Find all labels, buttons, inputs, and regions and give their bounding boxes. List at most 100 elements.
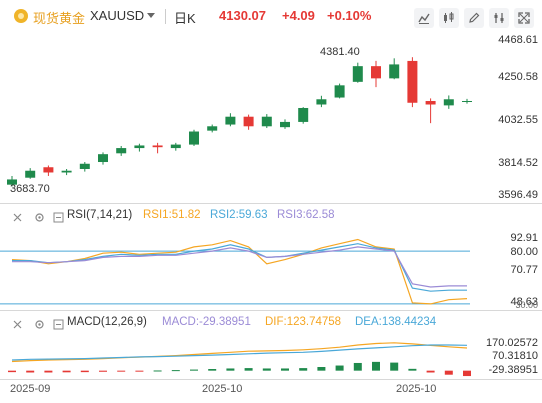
macd-histogram-bar <box>317 367 326 371</box>
pane-divider <box>0 203 542 204</box>
macd-histogram-bar <box>426 370 435 373</box>
macd-histogram-bar <box>171 370 180 372</box>
candle-body <box>462 101 472 103</box>
macd-histogram-bar <box>262 368 271 371</box>
indicator-toggle-icon[interactable] <box>53 317 64 330</box>
candle-body <box>79 163 90 169</box>
candle-body <box>425 101 436 105</box>
time-axis-label: 2025-09 <box>10 383 51 395</box>
macd-histogram-bar <box>299 368 308 371</box>
candle-body <box>243 116 254 127</box>
candle-body <box>152 145 163 148</box>
dea-value: DEA:138.44234 <box>355 316 437 328</box>
candle-body <box>207 126 218 131</box>
rsi3-value: RSI3:62.58 <box>277 209 335 221</box>
price-axis-tick: 4468.61 <box>498 34 538 46</box>
macd-histogram-bar <box>80 370 89 373</box>
price-axis-tick: 4032.55 <box>498 114 538 126</box>
price-chart[interactable] <box>0 34 542 202</box>
rsi-series-line <box>12 246 467 288</box>
macd-histogram-bar <box>226 368 235 371</box>
macd-histogram-bar <box>444 370 453 375</box>
indicator-toggle-icon[interactable] <box>53 210 64 223</box>
time-axis-label: 2025-10 <box>202 383 243 395</box>
macd-axis-tick: 70.31810 <box>492 350 538 362</box>
candle-body <box>261 116 272 127</box>
rsi-chart[interactable] <box>0 226 542 310</box>
candle-body <box>352 66 363 82</box>
macd-histogram-bar <box>117 370 126 372</box>
macd-histogram-bar <box>335 365 344 371</box>
chevron-down-icon[interactable] <box>147 13 155 18</box>
rsi-title[interactable]: RSI(7,14,21) <box>67 209 133 221</box>
rsi-oversold-tick: 30.00 <box>515 300 538 310</box>
chart-header: 现货黄金 XAUUSD 日K 4130.07 +4.09 +0.10% <box>0 0 542 34</box>
candle-style-icon[interactable] <box>439 8 459 28</box>
candle-body <box>43 167 54 173</box>
macd-series-line <box>11 344 468 361</box>
candle-body <box>407 60 418 103</box>
macd-histogram-bar <box>463 370 471 377</box>
header-divider <box>165 9 166 24</box>
chart-settings-icon[interactable] <box>414 8 434 28</box>
collapse-icon[interactable] <box>12 317 23 329</box>
candle-body <box>371 66 381 79</box>
macd-histogram-bar <box>281 368 289 371</box>
candle-body <box>280 121 290 128</box>
last-price: 4130.07 <box>219 8 266 23</box>
candle-body <box>189 131 199 145</box>
candle-body <box>443 99 454 106</box>
period-low-label: 3683.70 <box>10 183 50 195</box>
rsi-axis-tick: 70.77 <box>510 264 538 276</box>
price-change-percent: +0.10% <box>327 8 372 23</box>
macd-value: MACD:-29.38951 <box>162 316 251 328</box>
candle-body <box>116 148 127 154</box>
pane-divider <box>0 310 542 311</box>
candle-body <box>61 170 72 173</box>
gold-coin-icon <box>14 9 28 23</box>
price-axis-tick: 4250.58 <box>498 71 538 83</box>
fullscreen-icon[interactable] <box>514 8 534 28</box>
draw-pencil-icon[interactable] <box>464 8 484 28</box>
candle-body <box>25 170 36 178</box>
macd-histogram-bar <box>190 369 198 371</box>
price-axis-tick: 3814.52 <box>498 157 538 169</box>
rsi-axis-tick: 92.91 <box>510 232 538 244</box>
candle-body <box>134 145 145 149</box>
macd-series-line <box>11 342 468 363</box>
price-axis-tick: 3596.49 <box>498 189 538 201</box>
macd-title[interactable]: MACD(12,26,9) <box>67 316 147 328</box>
candle-body <box>225 116 236 125</box>
rsi1-value: RSI1:51.82 <box>143 209 201 221</box>
macd-axis-tick: -29.38951 <box>488 364 538 376</box>
macd-histogram-bar <box>135 370 144 372</box>
macd-histogram-bar <box>353 362 362 371</box>
rsi-series-line <box>12 243 467 292</box>
indicator-icon[interactable] <box>489 8 509 28</box>
candle-body <box>170 144 181 149</box>
macd-histogram-bar <box>99 370 107 372</box>
candle-body <box>7 179 17 185</box>
rsi-axis-tick: 80.00 <box>510 246 538 258</box>
macd-histogram-bar <box>62 370 71 373</box>
macd-histogram-bar <box>372 361 380 371</box>
instrument-symbol[interactable]: XAUUSD <box>90 8 145 23</box>
period-high-label: 4381.40 <box>320 46 360 58</box>
timeframe-selector[interactable]: 日K <box>174 11 196 26</box>
collapse-icon[interactable] <box>12 210 23 222</box>
time-axis-label: 2025-10 <box>396 383 437 395</box>
macd-histogram-bar <box>44 370 53 373</box>
price-change: +4.09 <box>282 8 315 23</box>
macd-histogram-bar <box>26 370 35 373</box>
macd-axis-tick: 170.02572 <box>486 337 538 349</box>
macd-chart[interactable] <box>0 332 542 380</box>
macd-histogram-bar <box>208 369 217 371</box>
instrument-name[interactable]: 现货黄金 <box>33 11 86 26</box>
candle-body <box>98 154 108 163</box>
settings-gear-icon[interactable] <box>34 317 45 329</box>
settings-gear-icon[interactable] <box>34 210 45 222</box>
candle-body <box>316 99 327 105</box>
dif-value: DIF:123.74758 <box>265 316 342 328</box>
rsi2-value: RSI2:59.63 <box>210 209 268 221</box>
candle-body <box>389 64 400 79</box>
